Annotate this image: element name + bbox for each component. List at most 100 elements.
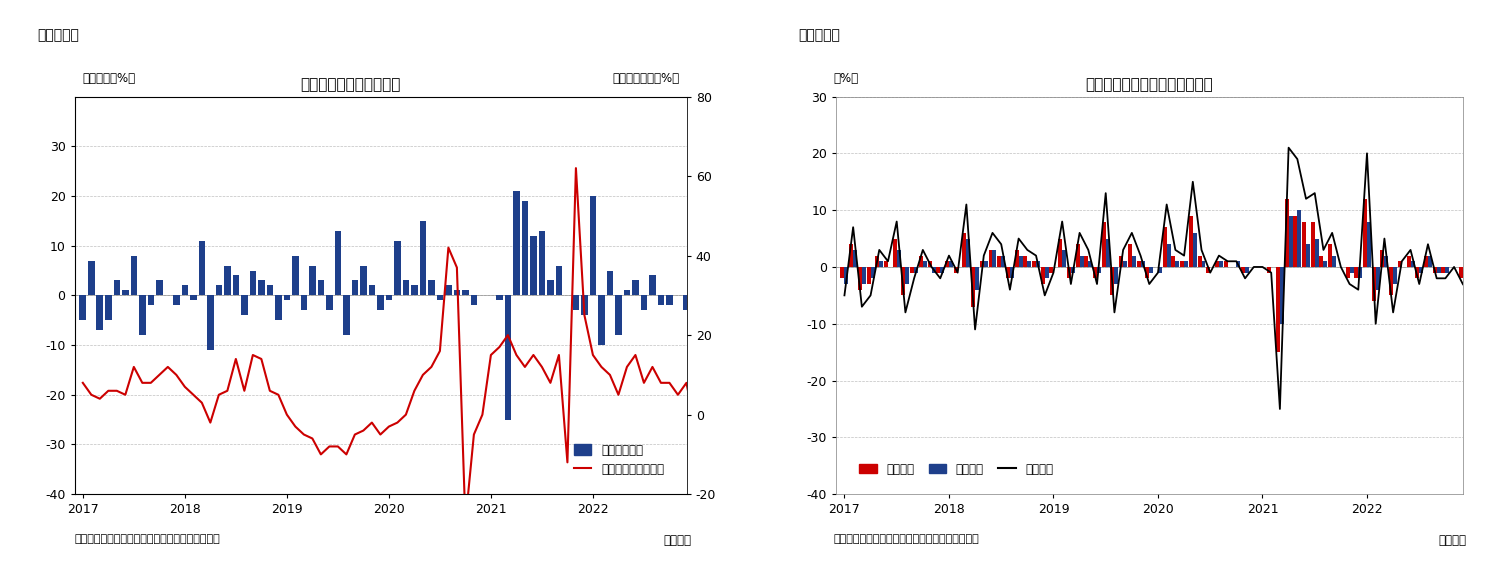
Bar [1320, 256, 1323, 267]
Bar [1445, 267, 1450, 273]
Bar [979, 261, 984, 267]
Bar [1480, 267, 1484, 273]
Bar [293, 256, 299, 295]
Bar [190, 295, 197, 300]
Bar [318, 281, 324, 295]
Text: （図表３）: （図表３） [37, 28, 79, 43]
Bar [436, 295, 443, 300]
Bar [640, 295, 648, 310]
Bar [897, 250, 900, 267]
Bar [1150, 267, 1153, 273]
Bar [1381, 250, 1384, 267]
Bar [1293, 216, 1297, 267]
Bar [1350, 267, 1354, 273]
Bar [514, 191, 520, 295]
Bar [1009, 267, 1014, 278]
Bar [249, 270, 257, 295]
Bar [993, 250, 996, 267]
Bar [691, 295, 699, 320]
Bar [403, 281, 409, 295]
Bar [1427, 256, 1432, 267]
Bar [1463, 267, 1466, 273]
Bar [1311, 222, 1315, 267]
Bar [1420, 267, 1423, 273]
Bar [717, 295, 724, 370]
Bar [1359, 267, 1362, 278]
Bar [963, 233, 966, 267]
Bar [1245, 267, 1250, 273]
Text: （月次）: （月次） [663, 534, 691, 547]
Text: （月次）: （月次） [1438, 534, 1466, 547]
Bar [1277, 267, 1280, 352]
Bar [975, 267, 979, 290]
Bar [1459, 267, 1463, 278]
Bar [709, 295, 715, 320]
Bar [632, 281, 639, 295]
Bar [1332, 256, 1336, 267]
Bar [1163, 227, 1166, 267]
Bar [1202, 261, 1205, 267]
Bar [122, 290, 128, 295]
Bar [742, 270, 749, 295]
Bar [893, 239, 897, 267]
Bar [428, 281, 434, 295]
Bar [760, 285, 766, 295]
Bar [1070, 267, 1075, 273]
Bar [1188, 216, 1193, 267]
Bar [113, 281, 119, 295]
Bar [1097, 267, 1100, 273]
Bar [378, 295, 384, 310]
Bar [850, 244, 853, 267]
Bar [199, 241, 205, 295]
Bar [369, 285, 375, 295]
Bar [445, 285, 452, 295]
Bar [1375, 267, 1380, 290]
Bar [1197, 256, 1202, 267]
Bar [258, 281, 264, 295]
Text: （資料）センサス局よりニッセイ基礎研究所作成: （資料）センサス局よりニッセイ基礎研究所作成 [75, 534, 221, 544]
Bar [1345, 267, 1350, 278]
Bar [954, 267, 957, 273]
Bar [1284, 199, 1288, 267]
Bar [105, 295, 112, 320]
Bar [148, 295, 154, 306]
Bar [1268, 267, 1271, 273]
Text: （資料）センサス局よりニッセイ基礎研究所作成: （資料）センサス局よりニッセイ基礎研究所作成 [833, 534, 979, 544]
Bar [284, 295, 290, 300]
Bar [1175, 261, 1179, 267]
Bar [454, 290, 460, 295]
Bar [182, 285, 188, 295]
Bar [649, 275, 655, 295]
Bar [394, 241, 400, 295]
Bar [905, 267, 909, 284]
Bar [866, 267, 870, 284]
Bar [684, 295, 690, 310]
Bar [1288, 216, 1293, 267]
Bar [785, 236, 791, 295]
Bar [1027, 261, 1032, 267]
Bar [267, 285, 273, 295]
Bar [1306, 244, 1309, 267]
Bar [1393, 267, 1397, 284]
Bar [700, 295, 706, 310]
Bar [351, 281, 358, 295]
Bar [988, 250, 993, 267]
Bar [1114, 267, 1118, 284]
Bar [130, 256, 137, 295]
Bar [666, 295, 673, 306]
Bar [555, 266, 563, 295]
Bar [1079, 256, 1084, 267]
Bar [1280, 267, 1284, 324]
Bar [735, 266, 741, 295]
Bar [1477, 267, 1480, 278]
Bar [1041, 267, 1045, 284]
Bar [918, 256, 923, 267]
Bar [470, 295, 478, 306]
Bar [932, 267, 936, 273]
Bar [1136, 261, 1141, 267]
Bar [997, 256, 1002, 267]
Bar [79, 295, 87, 320]
Bar [1045, 267, 1048, 278]
Bar [1406, 256, 1411, 267]
Bar [139, 295, 146, 335]
